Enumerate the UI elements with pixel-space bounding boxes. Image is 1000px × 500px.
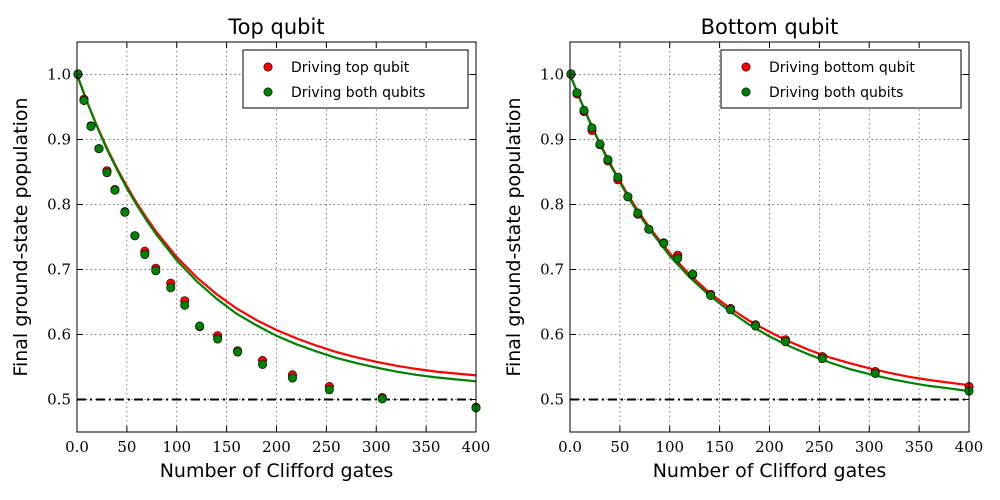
data-point [151,266,161,276]
legend-box [720,49,962,109]
data-point [780,337,790,347]
y-axis-label: Final ground-state population [503,97,525,376]
data-point [86,122,96,132]
x-tick-label: 350 [905,438,934,456]
data-point [613,172,623,182]
x-tick-label: 400 [955,438,984,456]
x-tick-label: 250 [312,438,341,456]
data-point [180,300,190,310]
y-tick-label: 0.5 [540,391,564,409]
chart-panel: 0.0 50 100 150 200 250 300 350 400 0.5 0.6 0.7 0.8 0.… [10,15,490,482]
y-tick-label: 0.6 [47,326,71,344]
y-tick-label: 1.0 [47,66,71,84]
data-point [233,347,243,357]
x-tick-label: 200 [262,438,291,456]
x-axis-label: Number of Clifford gates [653,460,887,482]
legend: Driving bottom qubit Driving both qubits [720,49,962,109]
data-point [706,290,716,300]
data-point [258,359,268,369]
y-tick-label: 0.6 [540,326,564,344]
x-tick-label: 150 [705,438,734,456]
fit-line [568,74,970,387]
data-point [73,69,83,79]
data-point [817,354,827,364]
y-tick-label: 0.7 [540,261,564,279]
data-point [603,155,613,165]
data-point [595,139,605,149]
legend-box [242,49,469,109]
x-tick-label: 0.0 [65,438,89,456]
data-point [644,224,654,234]
data-point [572,88,582,98]
legend-marker [741,62,751,72]
y-tick-label: 0.9 [540,131,564,149]
legend-label: Driving both qubits [291,85,425,101]
data-point [726,305,736,315]
y-tick-label: 1.0 [540,66,564,84]
legend-label: Driving both qubits [769,85,903,101]
legend-label: Driving top qubit [291,60,410,76]
data-point [94,144,104,154]
x-tick-label: 250 [805,438,834,456]
x-tick-label: 0.0 [558,438,582,456]
fit-line [75,74,477,383]
data-point [673,253,683,263]
legend-label: Driving bottom qubit [769,60,915,76]
y-tick-label: 0.8 [47,196,71,214]
data-point [213,334,223,344]
y-tick-label: 0.5 [47,391,71,409]
data-point [623,192,633,202]
x-tick-label: 50 [610,438,629,456]
data-point [195,321,205,331]
data-point [566,69,576,79]
x-tick-label: 300 [855,438,884,456]
data-point [633,208,643,218]
y-tick-label: 0.8 [540,196,564,214]
chart-panel: 0.0 50 100 150 200 250 300 350 400 0.5 0.6 0.7 0.8 0.… [503,15,983,482]
data-point [324,385,334,395]
data-point [102,168,112,178]
data-point [110,185,120,195]
data-point [140,250,150,260]
data-point [688,269,698,279]
y-tick-label: 0.9 [47,131,71,149]
data-point [130,231,140,241]
legend-marker [741,87,751,97]
x-tick-label: 300 [362,438,391,456]
legend-marker [263,62,273,72]
x-axis-label: Number of Clifford gates [160,460,394,482]
legend-marker [263,87,273,97]
x-tick-label: 150 [212,438,241,456]
data-point [870,368,880,378]
x-tick-label: 100 [655,438,684,456]
data-point [287,373,297,383]
x-tick-label: 100 [162,438,191,456]
data-point [377,394,387,404]
x-tick-label: 400 [462,438,491,456]
legend: Driving top qubit Driving both qubits [242,49,469,109]
data-point [579,105,589,115]
chart-title: Top qubit [227,15,324,39]
data-point [751,321,761,331]
data-point [120,207,130,217]
x-tick-label: 200 [755,438,784,456]
x-tick-label: 350 [412,438,441,456]
data-point [587,123,597,133]
y-axis-label: Final ground-state population [10,97,32,376]
y-tick-label: 0.7 [47,261,71,279]
data-point [166,283,176,293]
x-tick-label: 50 [117,438,136,456]
data-point [659,239,669,249]
data-point [79,96,89,106]
chart-title: Bottom qubit [701,15,839,39]
